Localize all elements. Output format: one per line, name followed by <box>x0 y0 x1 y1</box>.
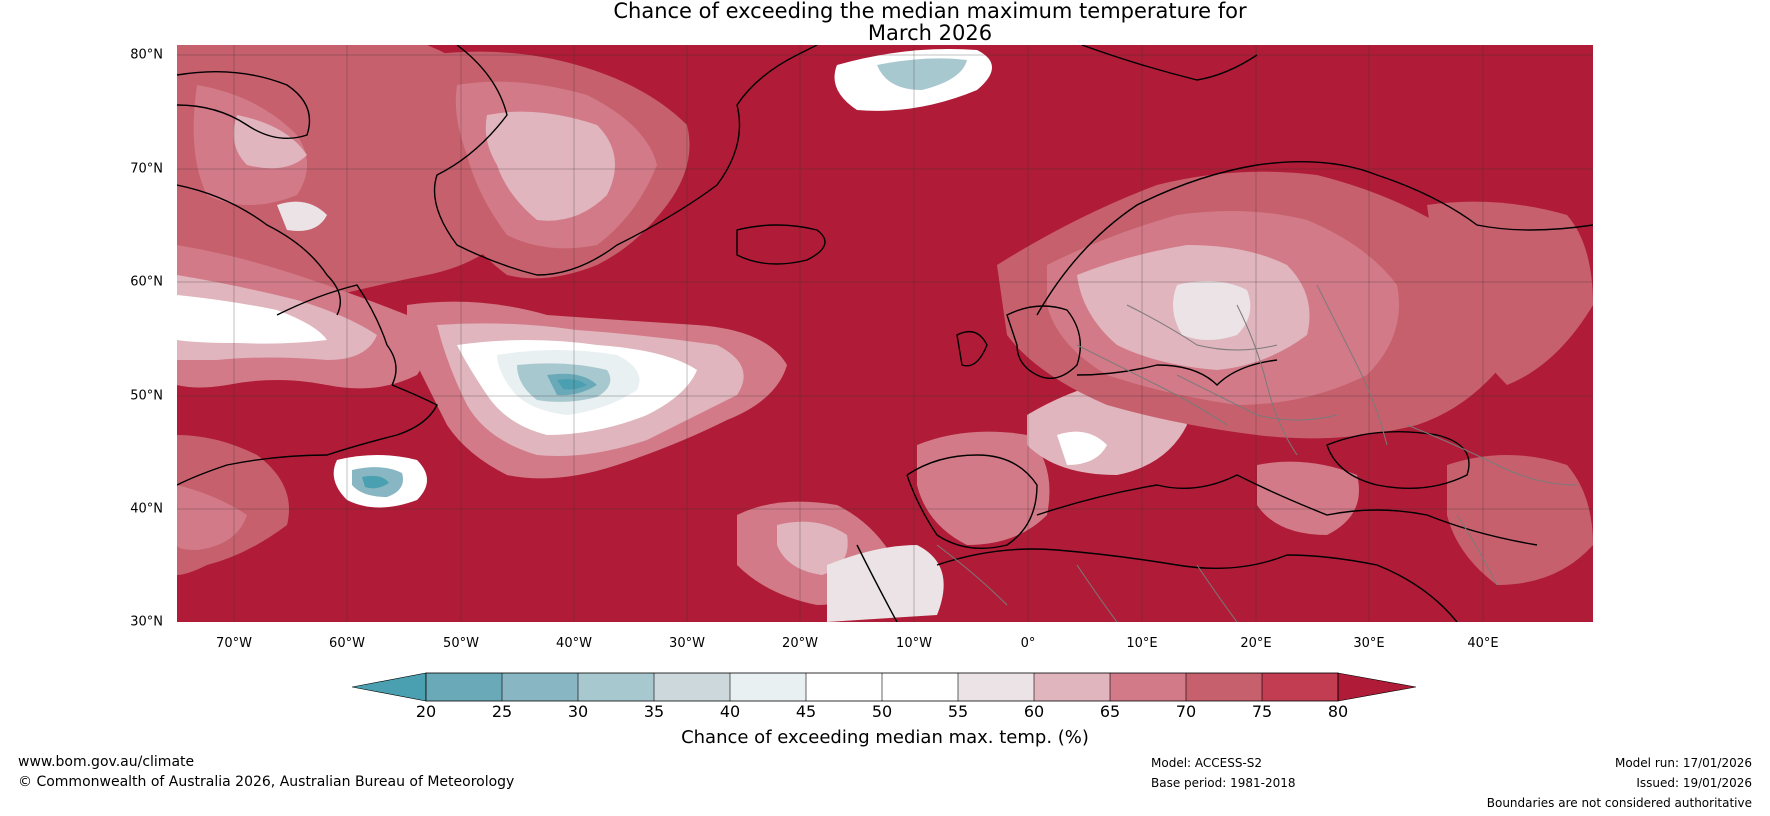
lat-label-40n: 40°N <box>130 501 163 517</box>
colorbar-tick-30: 30 <box>567 702 589 721</box>
forecast-map <box>177 45 1593 622</box>
anomaly-zone-nw-africa <box>827 545 944 622</box>
colorbar-tick-70: 70 <box>1175 702 1197 721</box>
colorbar-seg-70-75 <box>1186 673 1262 701</box>
anomaly-zone-labrador-white <box>177 295 327 344</box>
anomaly-zone-europe-core <box>1173 281 1251 340</box>
lon-label-70w: 70°W <box>216 636 252 651</box>
lon-label-30e: 30°E <box>1353 636 1385 651</box>
colorbar-seg-45-50 <box>806 673 882 701</box>
lat-label-70n: 70°N <box>130 161 163 177</box>
colorbar-tick-75: 75 <box>1251 702 1273 721</box>
forecast-map-canvas <box>177 45 1593 622</box>
lon-label-50w: 50°W <box>443 636 479 651</box>
colorbar-tick-65: 65 <box>1099 702 1121 721</box>
lon-label-20w: 20°W <box>782 636 818 651</box>
colorbar-seg-30-35 <box>578 673 654 701</box>
coastlines <box>177 45 1593 622</box>
colorbar-tick-60: 60 <box>1023 702 1045 721</box>
colorbar-extend-low <box>352 672 427 702</box>
lon-label-30w: 30°W <box>669 636 705 651</box>
footer-model: Model: ACCESS-S2 <box>1151 756 1263 770</box>
anomaly-zone-middle-east <box>1447 455 1593 585</box>
colorbar-label: Chance of exceeding median max. temp. (%… <box>681 727 1089 748</box>
colorbar <box>352 672 1417 702</box>
colorbar-extend-high <box>1337 672 1417 702</box>
map-title-line2: March 2026 <box>867 21 993 45</box>
colorbar-seg-25-30 <box>502 673 578 701</box>
lon-label-20e: 20°E <box>1240 636 1272 651</box>
colorbar-seg-35-40 <box>654 673 730 701</box>
footer-copyright: © Commonwealth of Australia 2026, Austra… <box>18 774 515 790</box>
colorbar-tick-45: 45 <box>795 702 817 721</box>
colorbar-seg-55-60 <box>958 673 1034 701</box>
colorbar-seg-50-55 <box>882 673 958 701</box>
colorbar-seg-20-25 <box>426 673 502 701</box>
lon-label-60w: 60°W <box>329 636 365 651</box>
anomaly-zone-greenland-white <box>277 201 327 231</box>
lat-label-30n: 30°N <box>130 614 163 630</box>
anomaly-zone-atlantic-20 <box>557 379 587 390</box>
footer-url: www.bom.gov.au/climate <box>18 754 195 770</box>
lon-label-40e: 40°E <box>1467 636 1499 651</box>
lat-label-80n: 80°N <box>130 47 163 63</box>
colorbar-seg-75-80 <box>1262 673 1338 701</box>
lon-label-10w: 10°W <box>896 636 932 651</box>
anomaly-zone-russia <box>1427 201 1593 385</box>
colorbar-tick-20: 20 <box>415 702 437 721</box>
footer-model-run: Model run: 17/01/2026 <box>1614 756 1752 770</box>
colorbar-dividers <box>501 673 1263 701</box>
colorbar-seg-65-70 <box>1110 673 1186 701</box>
colorbar-seg-40-45 <box>730 673 806 701</box>
colorbar-tick-40: 40 <box>719 702 741 721</box>
anomaly-zone-iberia <box>917 431 1050 545</box>
colorbar-tick-80: 80 <box>1327 702 1349 721</box>
footer-issued: Issued: 19/01/2026 <box>1636 776 1752 790</box>
anomaly-zone-svalbard-30 <box>877 58 967 90</box>
colorbar-tick-50: 50 <box>871 702 893 721</box>
lon-label-10e: 10°E <box>1126 636 1158 651</box>
map-title-line1: Chance of exceeding the median maximum t… <box>613 0 1247 23</box>
lat-label-60n: 60°N <box>130 274 163 290</box>
lon-label-0: 0° <box>1020 636 1036 651</box>
footer-base-period: Base period: 1981-2018 <box>1151 776 1296 790</box>
anomaly-zone-west-atl-inner <box>177 485 247 550</box>
lon-label-40w: 40°W <box>556 636 592 651</box>
colorbar-seg-60-65 <box>1034 673 1110 701</box>
lat-label-50n: 50°N <box>130 388 163 404</box>
anomaly-zone-canaries-inner <box>777 521 848 575</box>
colorbar-tick-25: 25 <box>491 702 513 721</box>
anomaly-zone-balkans <box>1257 461 1359 535</box>
anomaly-zone-france-white <box>1057 431 1107 465</box>
anomaly-zone-greenland-inner <box>485 111 615 221</box>
colorbar-tick-35: 35 <box>643 702 665 721</box>
colorbar-tick-55: 55 <box>947 702 969 721</box>
national-borders <box>936 284 1578 622</box>
footer-disclaimer: Boundaries are not considered authoritat… <box>1486 796 1752 810</box>
anomaly-zone-nf-20 <box>362 475 389 489</box>
